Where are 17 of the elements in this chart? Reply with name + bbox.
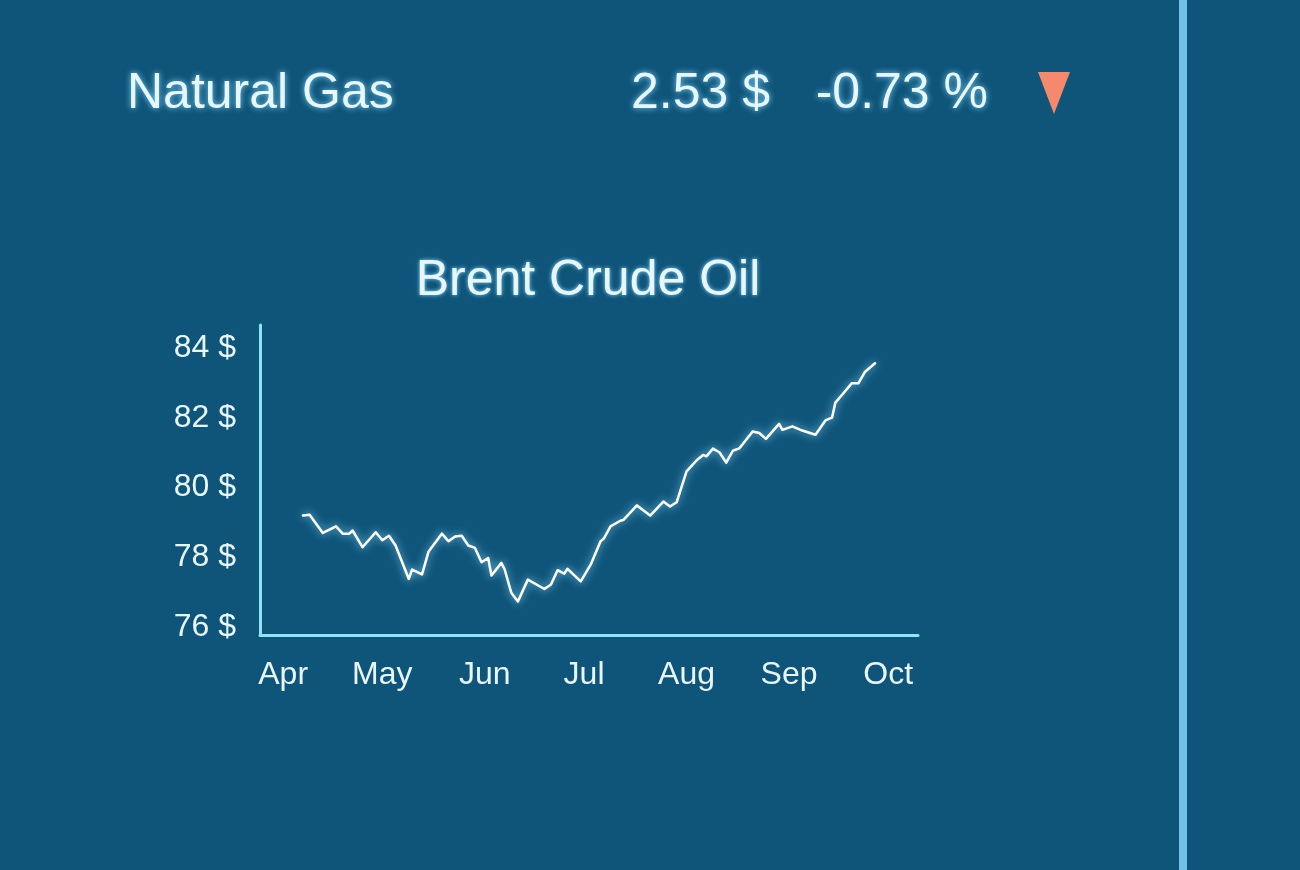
x-tick-label: Jun — [459, 655, 511, 691]
text: Natural Gas — [127, 63, 394, 119]
y-tick-label: 82 $ — [173, 397, 237, 434]
x-tick-label: Aug — [658, 655, 716, 691]
y-tick-label: 78 $ — [173, 536, 237, 573]
x-tick-label: Sep — [760, 655, 818, 691]
x-tick-label: May — [352, 655, 413, 691]
line-series — [301, 362, 877, 603]
y-tick-label: 80 $ — [173, 467, 237, 504]
y-tick-label: 84 $ — [173, 327, 237, 364]
x-tick-label: Jul — [563, 655, 605, 691]
chart-title: Brent Crude Oil — [415, 250, 761, 306]
text: -0.73 % — [815, 63, 988, 119]
x-tick-label: Oct — [863, 655, 914, 691]
x-tick-label: Apr — [258, 655, 309, 691]
text: 2.53 $ — [630, 63, 770, 119]
y-tick-label: 76 $ — [173, 606, 237, 643]
